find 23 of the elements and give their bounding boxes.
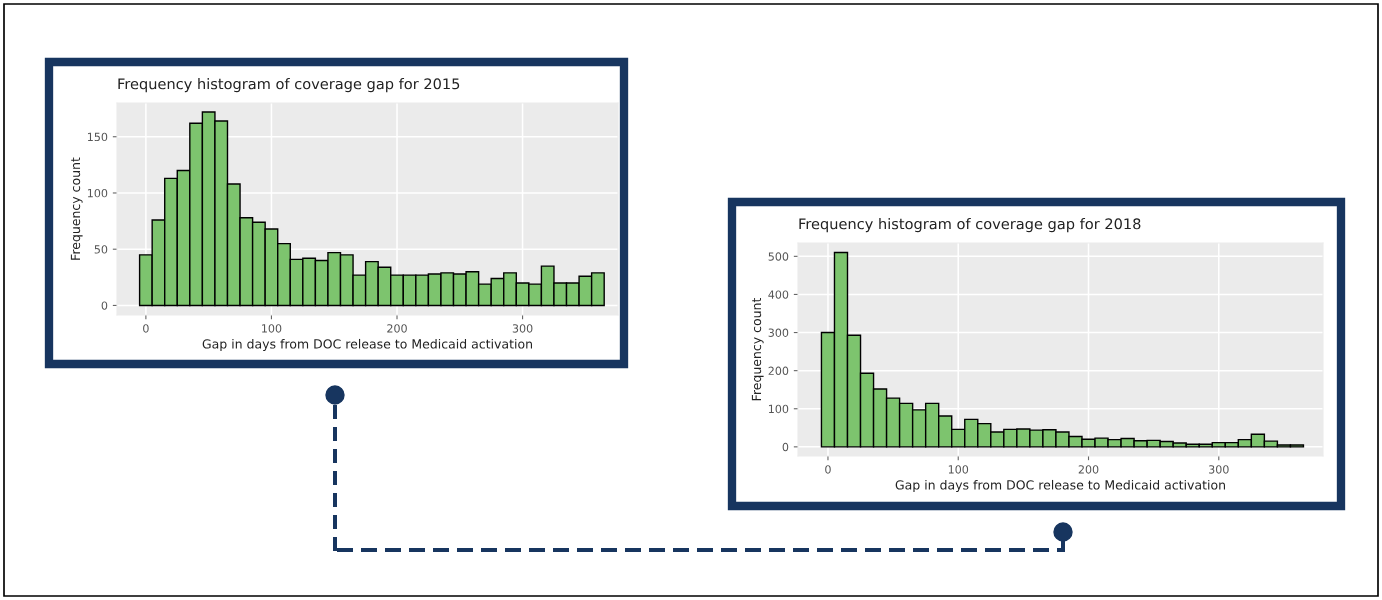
x-tick-label: 300 (512, 324, 533, 333)
y-tick-label: 50 (94, 245, 108, 254)
y-tick-label: 150 (87, 132, 108, 142)
y-axis-title: Frequency count (751, 297, 764, 401)
x-axis-title: Gap in days from DOC release to Medicaid activation (895, 479, 1225, 493)
y-tick-label: 400 (768, 290, 789, 299)
y-tick-label: 500 (768, 252, 789, 261)
x-tick-label: 200 (387, 324, 407, 333)
y-tick-label: 100 (768, 404, 789, 414)
chart-title: Frequency histogram of coverage gap for 2018 (799, 218, 1141, 233)
x-tick-label: 200 (1078, 465, 1099, 474)
y-tick-label: 100 (87, 188, 108, 198)
y-tick-label: 0 (782, 442, 789, 452)
x-axis-title: Gap in days from DOC release to Medicaid activation (202, 338, 532, 352)
x-tick-label: 0 (825, 465, 831, 474)
y-axis-title: Frequency count (70, 157, 83, 260)
y-tick-label: 200 (768, 366, 789, 376)
x-tick-label: 300 (1209, 465, 1229, 474)
chart-title: Frequency histogram of coverage gap for 2015 (118, 78, 460, 93)
x-tick-label: 100 (262, 324, 282, 333)
y-tick-label: 0 (101, 301, 108, 310)
x-tick-label: 0 (143, 324, 149, 333)
x-tick-label: 100 (948, 465, 969, 474)
